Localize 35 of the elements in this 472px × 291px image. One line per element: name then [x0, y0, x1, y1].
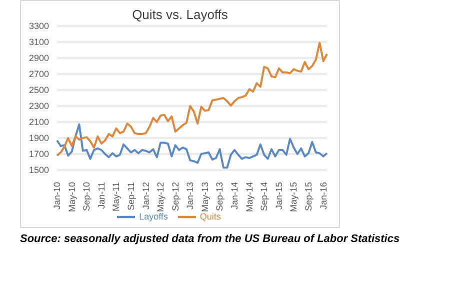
x-tick-label: Jan-13 [185, 182, 196, 210]
x-tick-label: May-15 [288, 182, 299, 212]
x-tick-label: Sep-10 [82, 182, 92, 212]
x-tick-label: May-13 [200, 182, 210, 212]
y-tick-label: 3300 [28, 21, 49, 32]
x-tick-label: Jan-14 [230, 182, 240, 210]
y-tick-label: 2900 [28, 53, 49, 64]
line-series [56, 123, 328, 169]
y-tick-label: 2100 [28, 117, 49, 128]
legend-label: Quits [200, 211, 221, 222]
y-tick-label: 2500 [28, 85, 49, 96]
x-tick-label: May-14 [244, 182, 254, 212]
x-tick-label: May-10 [66, 182, 77, 212]
y-tick-label: 3100 [28, 37, 49, 48]
line-series [56, 42, 328, 157]
x-tick-label: Sep-13 [214, 182, 225, 212]
x-tick-label: Sep-11 [126, 182, 136, 210]
x-tick-label: Jan-15 [274, 182, 284, 210]
y-tick-label: 1500 [28, 165, 49, 176]
x-tick-label: Jan-10 [52, 182, 62, 210]
x-tick-label: Sep-15 [304, 182, 314, 212]
x-tick-label: Sep-12 [170, 182, 180, 212]
y-tick-label: 1700 [28, 149, 49, 160]
x-tick-label: May-11 [111, 182, 122, 212]
x-tick-label: Sep-14 [259, 182, 270, 212]
x-tick-label: Jan-11 [96, 182, 106, 209]
x-tick-label: Jan-12 [140, 182, 151, 210]
source-note: Source: seasonally adjusted data from the US Bureau of Labor Statistics [20, 232, 401, 246]
y-tick-label: 2300 [28, 101, 49, 112]
x-tick-label: Jan-16 [318, 182, 328, 210]
y-tick-label: 1900 [28, 133, 49, 144]
chart-title: Quits vs. Layoffs [131, 7, 229, 22]
y-tick-label: 2700 [28, 69, 49, 80]
x-tick-label: May-12 [156, 182, 166, 212]
legend-label: Layoffs [139, 211, 168, 222]
